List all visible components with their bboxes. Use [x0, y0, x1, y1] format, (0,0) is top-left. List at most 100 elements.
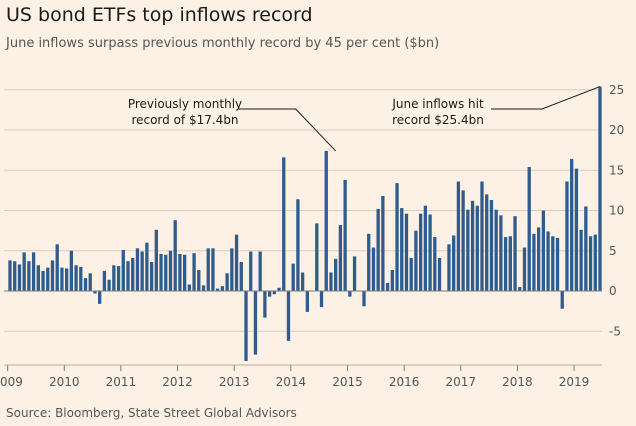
bar	[579, 229, 583, 291]
bar	[343, 179, 347, 291]
bar	[508, 236, 512, 291]
bar	[17, 264, 22, 292]
bar	[267, 291, 272, 297]
bar	[164, 254, 168, 292]
y-tick-label: 0	[609, 284, 617, 298]
bar	[329, 272, 333, 292]
bar	[598, 86, 602, 291]
x-tick-label: 2017	[445, 375, 476, 389]
bar	[253, 291, 258, 355]
bar	[291, 263, 295, 291]
bar	[116, 266, 121, 292]
bar	[206, 248, 210, 291]
x-tick-label: 2016	[389, 375, 420, 389]
bar	[13, 261, 17, 291]
bar	[527, 167, 531, 291]
annotations: Previously monthly record of $17.4bn June …	[128, 86, 601, 152]
y-tick-label: 5	[609, 244, 617, 258]
bar	[36, 265, 40, 291]
bar	[385, 282, 390, 291]
x-tick-label: 2013	[219, 375, 250, 389]
bar	[433, 237, 437, 291]
bar	[404, 213, 409, 291]
bar	[494, 209, 498, 291]
bar	[551, 236, 555, 291]
bar	[145, 242, 149, 291]
annotation-label: June inflows hit record $25.4bn	[391, 97, 484, 127]
bar	[338, 224, 343, 291]
bar	[296, 199, 300, 291]
x-tick-label: 2009	[0, 375, 23, 389]
bar	[112, 265, 116, 291]
bar	[286, 291, 291, 341]
bar	[485, 194, 489, 291]
bar	[489, 200, 494, 291]
bar	[574, 168, 579, 291]
bar	[234, 234, 239, 291]
x-tick-labels: 2009 2010 2011 2012 2013 2014 2015 2016 2017 2018…	[0, 364, 602, 389]
bar	[263, 291, 267, 318]
bar	[409, 258, 413, 292]
x-tick-label: 2019	[559, 375, 590, 389]
bar	[352, 256, 357, 291]
bar	[546, 231, 550, 291]
bar	[22, 252, 26, 291]
bar	[428, 214, 432, 291]
annotation-leader	[238, 108, 337, 152]
bar	[31, 252, 36, 291]
bar	[244, 291, 248, 362]
bar	[536, 227, 541, 292]
bar	[532, 233, 536, 291]
x-tick-label: 2010	[49, 375, 80, 389]
bar	[41, 270, 45, 292]
bar	[400, 208, 404, 291]
bar	[470, 200, 475, 291]
bar	[98, 291, 102, 304]
y-tick-labels: -5 0 5 10 15 20 25	[609, 83, 624, 339]
bar	[541, 210, 546, 291]
bar	[324, 150, 328, 291]
y-tick-label: -5	[609, 324, 621, 338]
bar	[518, 286, 522, 292]
bar	[131, 258, 135, 292]
bar	[588, 236, 593, 291]
bar	[565, 181, 569, 291]
bar	[83, 278, 88, 291]
bar	[480, 181, 484, 291]
annotation-label: Previously monthly record of $17.4bn	[128, 97, 242, 127]
bar	[192, 253, 196, 291]
bar	[447, 244, 451, 291]
bar	[178, 253, 182, 291]
bar	[220, 286, 225, 291]
y-tick-label: 20	[609, 123, 624, 137]
bar	[381, 196, 385, 291]
chart-subtitle: June inflows surpass previous monthly re…	[6, 36, 440, 51]
bar	[367, 233, 371, 291]
bar	[135, 248, 140, 291]
bar	[461, 190, 465, 292]
bar	[390, 270, 394, 291]
bar	[197, 270, 201, 291]
bar	[50, 260, 55, 291]
bar	[437, 258, 442, 292]
bar	[560, 291, 564, 309]
bar	[414, 230, 418, 292]
bar	[225, 273, 229, 291]
bar	[423, 205, 428, 291]
y-tick-label: 25	[609, 83, 624, 97]
bar	[74, 265, 78, 291]
bar	[126, 261, 130, 291]
bar	[102, 270, 107, 292]
y-tick-label: 10	[609, 204, 624, 218]
bar	[466, 209, 470, 291]
bar	[277, 287, 281, 291]
bar	[230, 248, 234, 291]
bar	[168, 250, 173, 291]
bar	[149, 262, 154, 291]
bar	[503, 237, 508, 291]
bar	[249, 251, 253, 292]
gridlines	[4, 89, 602, 332]
bar	[258, 251, 262, 292]
bar	[362, 291, 366, 307]
